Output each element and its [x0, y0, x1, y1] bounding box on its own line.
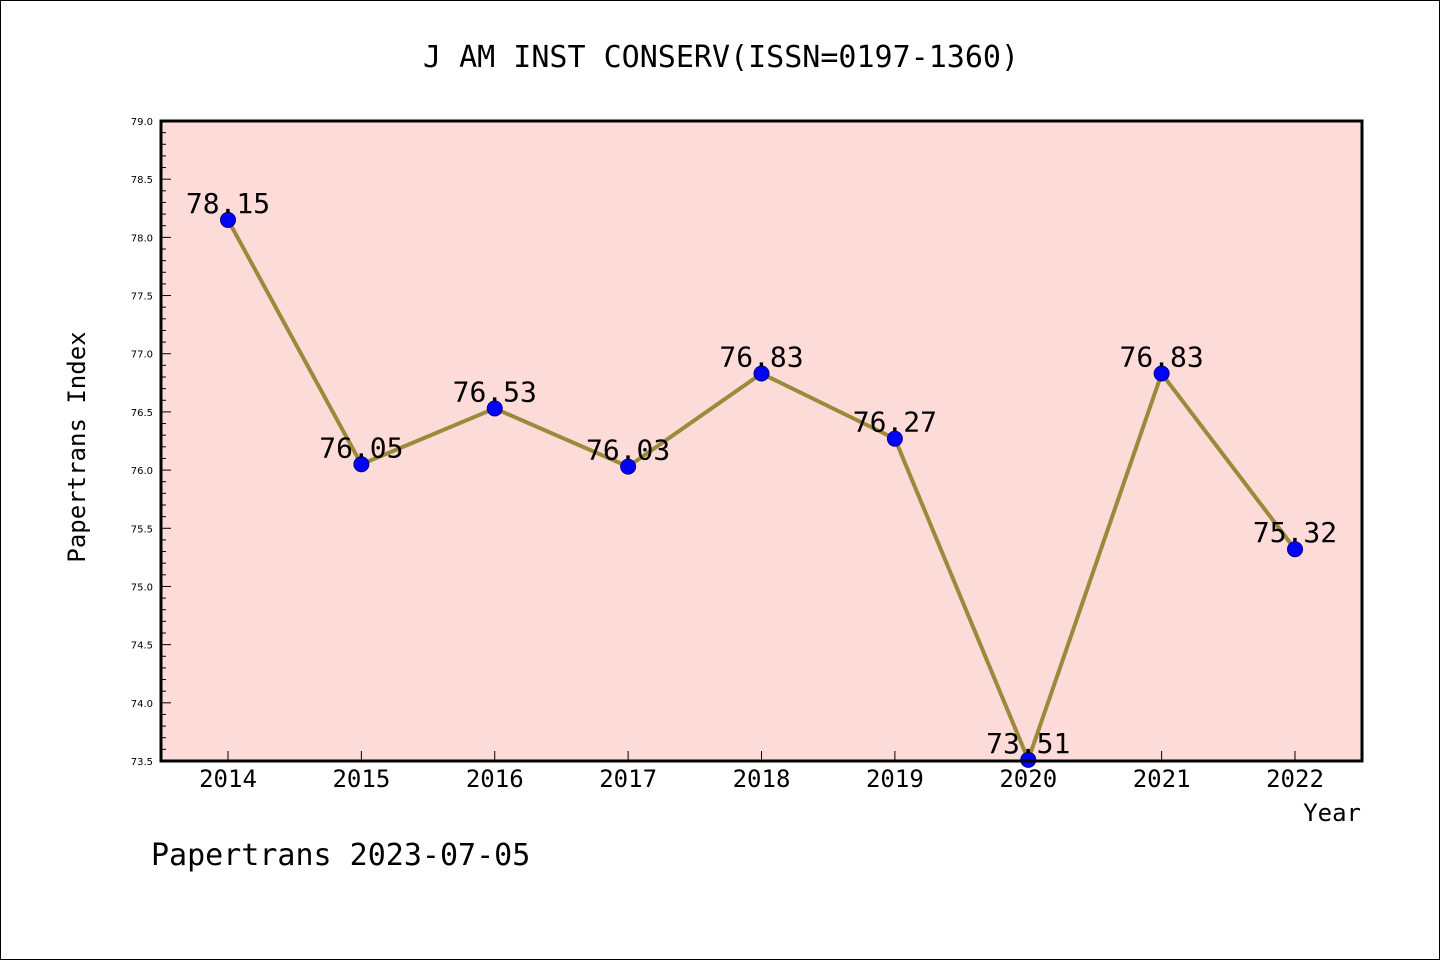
- y-tick-label: 73.5: [131, 757, 153, 768]
- x-tick-label: 2016: [466, 765, 524, 793]
- data-labels: 78.15 76.05 76.53 76.03 76.83 76.27 73.51 76.83…: [186, 187, 1337, 760]
- data-label: 78.15: [186, 187, 270, 220]
- x-tick-label: 2015: [332, 765, 390, 793]
- chart-title: J AM INST CONSERV(ISSN=0197-1360): [423, 40, 1019, 75]
- y-tick-label: 78.5: [131, 175, 153, 186]
- data-point: [353, 456, 370, 473]
- plot-border: [159, 119, 1364, 763]
- y-tick-label: 77.0: [131, 350, 153, 361]
- x-tick-label: 2022: [1266, 765, 1324, 793]
- x-tick-label: 2020: [999, 765, 1057, 793]
- x-axis-title: Year: [1303, 799, 1361, 827]
- plot-area: [161, 121, 1362, 761]
- data-point: [486, 400, 503, 417]
- data-label: 76.83: [719, 341, 803, 374]
- y-tick-label: 79.0: [131, 117, 153, 128]
- y-axis-title: Papertrans Index: [63, 331, 91, 562]
- y-tick-label: 77.5: [131, 292, 153, 303]
- data-label: 75.32: [1253, 516, 1337, 549]
- x-tick-label: 2018: [733, 765, 791, 793]
- y-tick-label: 76.5: [131, 408, 153, 419]
- data-label: 73.51: [986, 727, 1070, 760]
- data-point: [620, 458, 637, 475]
- y-tick-label: 74.5: [131, 641, 153, 652]
- y-tick-labels: 73.5 74.0 74.5 75.0 75.5 76.0 76.5 77.0 77.5 78.0…: [131, 117, 153, 768]
- data-point: [886, 430, 903, 447]
- data-points: [220, 211, 1303, 768]
- data-point: [1287, 541, 1303, 558]
- data-label: 76.05: [319, 431, 403, 464]
- footer-note: Papertrans 2023-07-05: [151, 838, 530, 873]
- x-tick-labels: 2014 2015 2016 2017 2018 2019 2020 2021 2022: [199, 765, 1324, 793]
- data-point: [220, 211, 236, 228]
- x-tick-label: 2014: [199, 765, 257, 793]
- y-tick-label: 76.0: [131, 466, 153, 477]
- y-tick-label: 75.0: [131, 582, 153, 593]
- x-tick-label: 2017: [599, 765, 657, 793]
- data-label: 76.83: [1119, 341, 1203, 374]
- data-label: 76.53: [453, 375, 537, 408]
- data-point: [753, 365, 770, 382]
- x-tick-label: 2019: [866, 765, 924, 793]
- y-tick-label: 75.5: [131, 524, 153, 535]
- data-label: 76.27: [853, 406, 937, 439]
- y-tick-label: 78.0: [131, 233, 153, 244]
- y-tick-label: 74.0: [131, 699, 153, 710]
- data-point: [1153, 365, 1170, 382]
- x-tick-label: 2021: [1133, 765, 1191, 793]
- data-label: 76.03: [586, 434, 670, 467]
